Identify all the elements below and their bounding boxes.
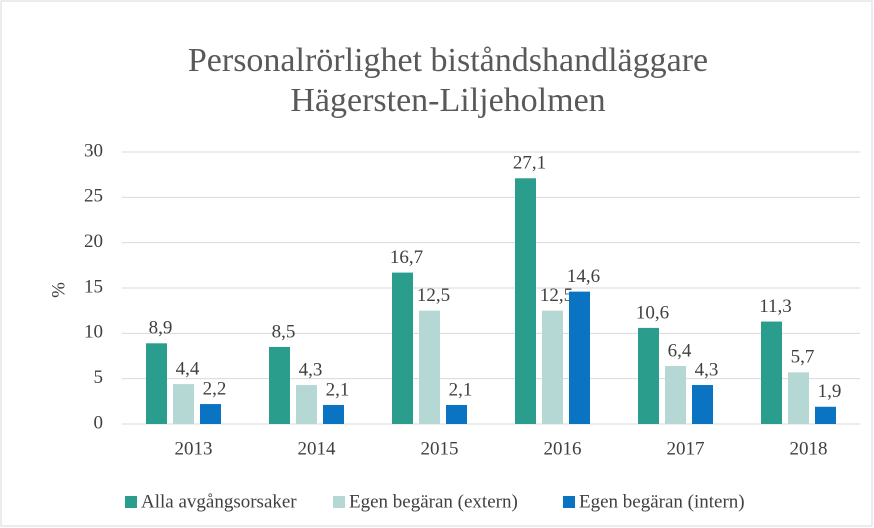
data-label: 4,3 (299, 359, 323, 380)
data-label: 14,6 (567, 266, 600, 287)
bar (515, 178, 536, 424)
bar (788, 372, 809, 424)
chart-title: Hägersten-Liljeholmen (290, 82, 605, 119)
bar (815, 406, 836, 424)
x-tick-label: 2014 (298, 438, 337, 459)
data-label: 6,4 (668, 340, 692, 361)
legend-label: Egen begäran (extern) (349, 491, 518, 512)
data-label: 11,3 (759, 296, 792, 317)
y-tick-label: 20 (84, 231, 103, 252)
y-axis-label: % (48, 282, 69, 298)
bar (269, 346, 290, 424)
data-label: 2,1 (449, 379, 473, 400)
legend-swatch (333, 496, 345, 508)
bar (392, 272, 413, 424)
data-label: 1,9 (818, 381, 842, 402)
bar (173, 384, 194, 424)
bar (296, 385, 317, 424)
data-label: 8,9 (149, 318, 173, 339)
x-tick-label: 2018 (790, 438, 828, 459)
y-tick-label: 25 (84, 186, 103, 207)
legend-label: Alla avgångsorsaker (141, 491, 297, 512)
bar (200, 404, 221, 424)
legend-swatch (125, 496, 137, 508)
data-label: 16,7 (390, 247, 423, 268)
data-label: 5,7 (791, 347, 815, 368)
bar (146, 343, 167, 424)
y-tick-label: 10 (84, 322, 103, 343)
bar (638, 327, 659, 424)
y-tick-label: 15 (84, 276, 103, 297)
data-label: 12,5 (417, 285, 450, 306)
legend-swatch (563, 496, 575, 508)
chart-title: Personalrörlighet biståndshandläggare (188, 42, 708, 79)
data-label: 27,1 (513, 153, 546, 174)
data-label: 2,2 (203, 378, 227, 399)
data-label: 4,4 (176, 358, 200, 379)
y-tick-label: 0 (94, 412, 104, 433)
bar (446, 404, 467, 424)
data-label: 8,5 (272, 321, 296, 342)
data-label: 4,3 (695, 359, 719, 380)
x-tick-label: 2016 (544, 438, 582, 459)
data-label: 10,6 (636, 302, 669, 323)
bar (692, 385, 713, 424)
y-tick-label: 5 (94, 367, 104, 388)
x-tick-label: 2017 (667, 438, 705, 459)
bar (419, 310, 440, 424)
x-tick-label: 2013 (175, 438, 213, 459)
bar (665, 365, 686, 424)
y-tick-label: 30 (84, 140, 103, 161)
bar (761, 321, 782, 424)
bar (323, 404, 344, 424)
data-label: 12,5 (540, 285, 573, 306)
legend-label: Egen begäran (intern) (579, 491, 745, 512)
bar (569, 291, 590, 424)
bar (542, 310, 563, 424)
x-tick-label: 2015 (421, 438, 459, 459)
data-label: 2,1 (326, 379, 350, 400)
